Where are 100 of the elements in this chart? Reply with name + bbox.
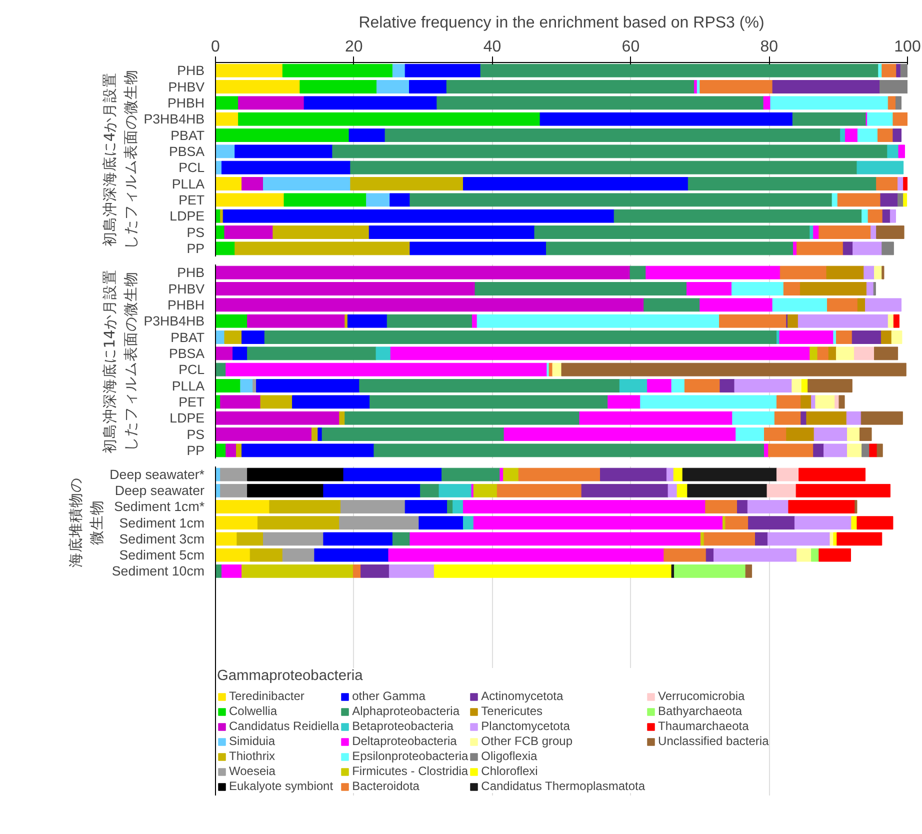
legend-label: Deltaproteobacteria bbox=[352, 734, 457, 748]
bar bbox=[856, 160, 904, 174]
bar bbox=[892, 112, 908, 126]
bar bbox=[664, 548, 706, 562]
y-tick-label: PET bbox=[178, 192, 204, 208]
legend-label: Alphaproteobacteria bbox=[352, 704, 460, 718]
bar bbox=[436, 96, 764, 110]
bar bbox=[836, 532, 882, 546]
y-tick-label: PHBH bbox=[167, 95, 204, 110]
bar bbox=[311, 428, 318, 441]
y-tick-label: PCL bbox=[178, 160, 205, 176]
bar bbox=[842, 242, 854, 256]
bar bbox=[352, 564, 362, 578]
x-tick-label: 0 bbox=[211, 38, 220, 56]
bar bbox=[221, 564, 242, 578]
legend-label: Bathyarchaeota bbox=[658, 704, 742, 718]
bar bbox=[348, 128, 386, 142]
bar bbox=[826, 298, 858, 312]
bar bbox=[876, 177, 898, 190]
text: したフィルム表面の微生物 bbox=[122, 70, 140, 250]
x-tick-label: 40 bbox=[483, 38, 502, 56]
bar bbox=[344, 411, 580, 425]
y-tick-label: PP bbox=[186, 240, 205, 256]
y-tick-label: Sediment 3cm bbox=[119, 531, 205, 546]
bar bbox=[534, 226, 810, 239]
bar bbox=[247, 468, 344, 482]
bar bbox=[220, 484, 248, 498]
bar bbox=[561, 362, 906, 376]
y-tick-label: PBAT bbox=[170, 330, 205, 345]
bar bbox=[891, 330, 902, 344]
bar bbox=[390, 346, 810, 360]
bar bbox=[882, 209, 890, 223]
bar bbox=[668, 484, 678, 498]
bar bbox=[216, 428, 312, 441]
bar bbox=[862, 444, 870, 458]
bar bbox=[247, 346, 376, 360]
legend-label: Epsilonproteobacteria bbox=[352, 749, 468, 763]
y-tick-label: PHBH bbox=[167, 297, 204, 312]
bar bbox=[263, 177, 351, 190]
bar bbox=[880, 80, 908, 94]
bar bbox=[887, 144, 899, 158]
bar bbox=[788, 314, 798, 328]
y-tick-label: LDPE bbox=[170, 208, 205, 224]
bar bbox=[471, 484, 474, 498]
bar bbox=[370, 395, 608, 409]
bar bbox=[518, 468, 600, 482]
bar bbox=[410, 193, 832, 207]
bar bbox=[874, 346, 898, 360]
bar bbox=[504, 428, 736, 441]
bar bbox=[898, 193, 904, 207]
bar bbox=[694, 80, 698, 94]
bar bbox=[260, 395, 293, 409]
bar bbox=[888, 96, 896, 110]
legend-label: other Gamma bbox=[352, 689, 426, 703]
bar bbox=[247, 314, 346, 328]
bar bbox=[221, 160, 351, 174]
bar bbox=[766, 484, 796, 498]
bar bbox=[216, 64, 283, 78]
bar bbox=[216, 96, 239, 110]
y-tick-label: PS bbox=[186, 224, 205, 240]
bar bbox=[838, 395, 845, 409]
bar bbox=[442, 468, 500, 482]
bar bbox=[851, 516, 858, 530]
legend-label: Simiduia bbox=[229, 734, 276, 748]
bar bbox=[811, 548, 820, 562]
bar bbox=[282, 64, 393, 78]
y-tick-label: PBSA bbox=[168, 346, 205, 361]
bar bbox=[216, 144, 236, 158]
bar bbox=[725, 516, 749, 530]
bar bbox=[496, 484, 582, 498]
bar bbox=[852, 330, 882, 344]
bar bbox=[232, 346, 248, 360]
bar bbox=[247, 484, 324, 498]
bar bbox=[216, 362, 226, 376]
bar bbox=[833, 330, 836, 344]
legend-label: Tenericutes bbox=[481, 704, 543, 718]
bar bbox=[706, 548, 714, 562]
bar bbox=[242, 564, 354, 578]
text: 微生物 bbox=[88, 500, 106, 545]
bar bbox=[818, 226, 872, 239]
legend-label: Planctomycetota bbox=[481, 719, 570, 733]
bar bbox=[880, 193, 898, 207]
bar bbox=[876, 226, 904, 239]
bar bbox=[462, 500, 706, 514]
bar bbox=[420, 484, 440, 498]
bar bbox=[818, 548, 852, 562]
bar bbox=[374, 444, 765, 458]
bar bbox=[269, 500, 341, 514]
bar bbox=[737, 500, 748, 514]
bar bbox=[388, 564, 434, 578]
y-tick-label: LDPE bbox=[170, 410, 205, 426]
bar bbox=[772, 80, 880, 94]
bar bbox=[792, 112, 866, 126]
bar bbox=[256, 379, 360, 392]
bar bbox=[772, 298, 828, 312]
bar bbox=[304, 96, 438, 110]
bar bbox=[540, 112, 793, 126]
bar bbox=[755, 532, 768, 546]
bar bbox=[376, 346, 391, 360]
bar bbox=[840, 128, 846, 142]
